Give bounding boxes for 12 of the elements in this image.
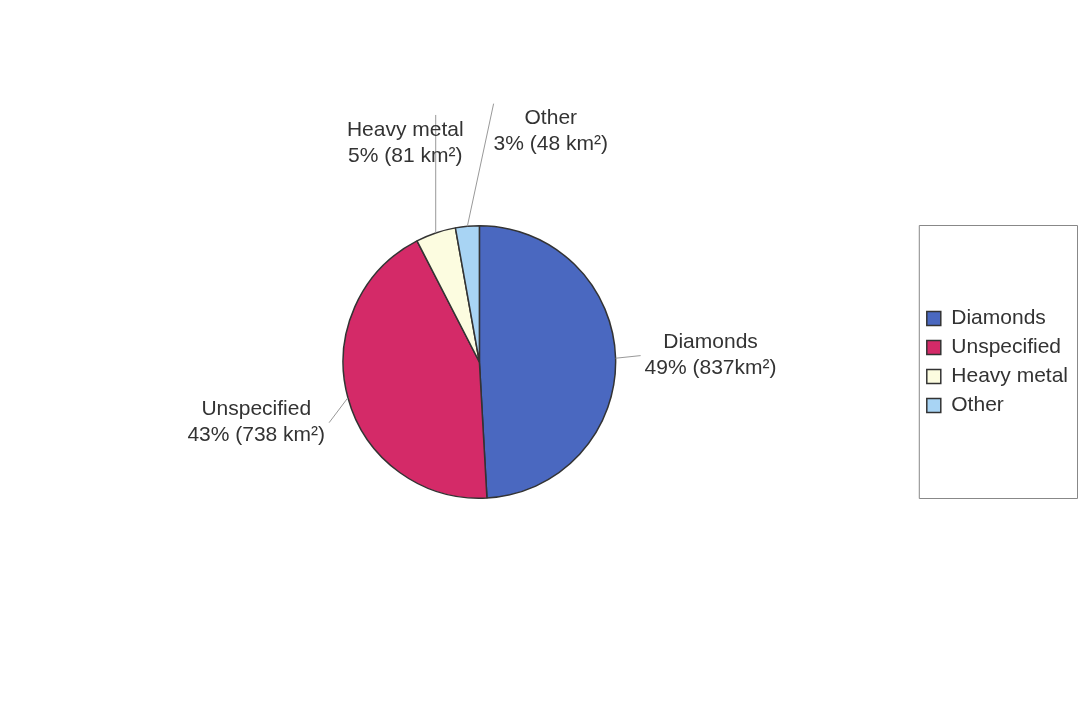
slice-label: Unspecified — [201, 396, 312, 420]
slice-label: Heavy metal — [346, 116, 464, 140]
legend-label: Heavy metal — [951, 363, 1069, 387]
legend-label: Diamonds — [951, 305, 1046, 329]
data-label: 43% (738 km²) — [187, 422, 326, 446]
legend-label: Unspecified — [951, 334, 1062, 358]
legend-label: Other — [951, 392, 1004, 416]
data-label: 49% (837km²) — [644, 355, 777, 379]
data-label: 5% (81 km²) — [348, 142, 463, 166]
slice-label: Other — [524, 105, 578, 129]
slice-label: Diamonds — [663, 329, 758, 353]
data-label: 3% (48 km²) — [493, 131, 608, 155]
